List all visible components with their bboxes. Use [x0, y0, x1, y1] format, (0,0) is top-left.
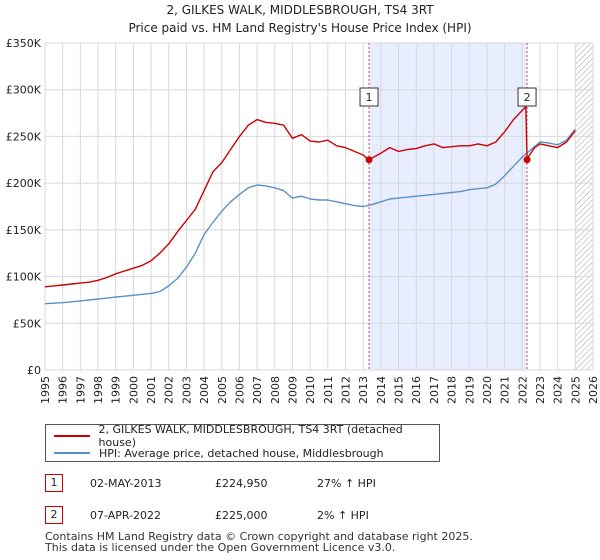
y-tick-label: £150K	[6, 224, 42, 237]
x-tick-label: 2026	[587, 376, 600, 404]
x-tick-label: 2023	[534, 376, 547, 404]
transaction-point	[523, 156, 531, 164]
legend-item-hpi: HPI: Average price, detached house, Midd…	[54, 444, 384, 462]
transaction-marker-box	[517, 87, 537, 107]
y-tick-label: £0	[27, 364, 41, 377]
legend-swatch-property	[54, 435, 90, 437]
transaction-marker-label: 2	[524, 91, 531, 104]
x-tick-label: 2003	[180, 376, 193, 404]
x-tick-label: 1996	[57, 376, 70, 404]
legend: 2, GILKES WALK, MIDDLESBROUGH, TS4 3RT (…	[45, 423, 440, 462]
y-tick-label: £350K	[6, 37, 42, 50]
legend-label-property: 2, GILKES WALK, MIDDLESBROUGH, TS4 3RT (…	[98, 423, 403, 449]
chart-subtitle: Price paid vs. HM Land Registry's House …	[128, 21, 471, 35]
footer-copyright: Contains HM Land Registry data © Crown c…	[45, 530, 473, 543]
x-tick-label: 2011	[322, 376, 335, 404]
transaction-marker-2: 2	[45, 506, 63, 524]
x-tick-label: 2017	[428, 376, 441, 404]
series-line-property	[44, 105, 576, 288]
y-tick-label: £250K	[6, 130, 42, 143]
legend-swatch-hpi	[54, 452, 90, 454]
series-line-hpi	[44, 128, 576, 305]
x-tick-label: 2010	[304, 376, 317, 404]
x-tick-label: 2002	[163, 376, 176, 404]
x-tick-label: 2009	[286, 376, 299, 404]
x-tick-label: 1995	[39, 376, 52, 404]
x-tick-label: 2016	[410, 376, 423, 404]
x-tick-label: 2012	[340, 376, 353, 404]
ownership-shade	[369, 43, 528, 370]
x-tick-label: 2004	[198, 376, 211, 404]
price-chart: 2, GILKES WALK, MIDDLESBROUGH, TS4 3RT P…	[6, 3, 600, 404]
forecast-hatch	[575, 43, 593, 370]
x-tick-label: 2001	[145, 376, 158, 404]
transaction-point	[365, 156, 373, 164]
y-tick-label: £100K	[6, 271, 42, 284]
legend-label-hpi: HPI: Average price, detached house, Midd…	[99, 446, 384, 460]
x-tick-label: 2019	[463, 376, 476, 404]
legend-item-property: 2, GILKES WALK, MIDDLESBROUGH, TS4 3RT (…	[54, 423, 439, 449]
transaction-price: £225,000	[215, 509, 268, 522]
transaction-marker-1: 1	[45, 474, 63, 492]
transaction-row: 2 07-APR-2022 £225,000 2% ↑ HPI	[45, 506, 545, 526]
x-tick-label: 2014	[375, 376, 388, 404]
x-tick-label: 2025	[569, 376, 582, 404]
x-tick-label: 2022	[516, 376, 529, 404]
x-tick-label: 2008	[269, 376, 282, 404]
transaction-row: 1 02-MAY-2013 £224,950 27% ↑ HPI	[45, 474, 545, 494]
y-tick-label: £200K	[6, 177, 42, 190]
y-tick-label: £300K	[6, 84, 42, 97]
x-tick-label: 1997	[74, 376, 87, 404]
x-tick-label: 2000	[127, 376, 140, 404]
x-tick-label: 2007	[251, 376, 264, 404]
transaction-hpi-change: 27% ↑ HPI	[317, 477, 376, 490]
x-tick-label: 1998	[92, 376, 105, 404]
x-tick-label: 2020	[481, 376, 494, 404]
x-tick-label: 2013	[357, 376, 370, 404]
transaction-date: 02-MAY-2013	[90, 477, 162, 490]
transaction-hpi-change: 2% ↑ HPI	[317, 509, 369, 522]
x-tick-label: 2015	[393, 376, 406, 404]
y-tick-label: £50K	[13, 317, 42, 330]
x-tick-label: 2006	[233, 376, 246, 404]
transaction-marker-label: 1	[366, 91, 373, 104]
transaction-marker-box	[359, 87, 379, 107]
chart-title: 2, GILKES WALK, MIDDLESBROUGH, TS4 3RT	[166, 3, 434, 17]
footer-licence: This data is licensed under the Open Gov…	[45, 541, 396, 554]
x-tick-label: 1999	[110, 376, 123, 404]
x-tick-label: 2024	[552, 376, 565, 404]
x-tick-label: 2021	[499, 376, 512, 404]
x-tick-label: 2018	[446, 376, 459, 404]
transaction-date: 07-APR-2022	[90, 509, 162, 522]
x-tick-label: 2005	[216, 376, 229, 404]
transaction-price: £224,950	[215, 477, 268, 490]
footer: Contains HM Land Registry data © Crown c…	[45, 531, 473, 553]
